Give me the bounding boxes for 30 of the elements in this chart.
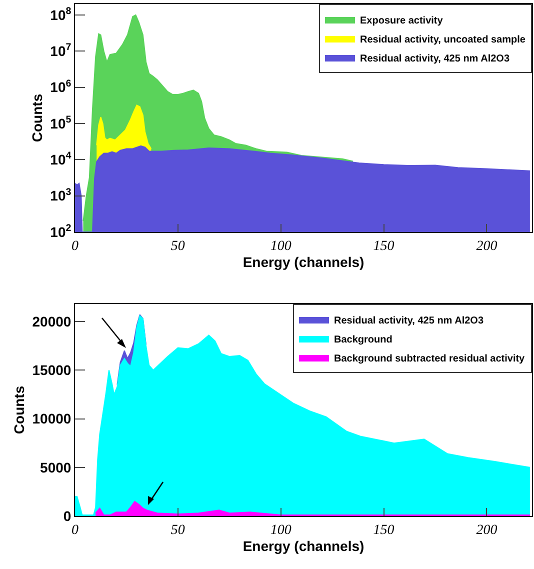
y-tick-label: 0 — [63, 508, 72, 524]
y-tick-label: 10$^{7}$ — [50, 42, 72, 59]
y-axis-title: Counts — [10, 386, 27, 434]
x-tick-label: 50 — [170, 522, 185, 538]
legend-label: Exposure activity — [360, 15, 444, 26]
x-tick-label: 150 — [373, 522, 394, 538]
y-tick-label: 20000 — [32, 313, 72, 330]
x-axis-title: Energy (channels) — [242, 538, 364, 554]
legend-label: Residual activity, uncoated sample — [360, 34, 526, 46]
legend-label: Residual activity, 425 nm Al2O3 — [360, 53, 510, 64]
legend-label: Background — [334, 334, 392, 346]
y-tick-label: 10$^{5}$ — [50, 114, 72, 132]
y-tick-label: 5000 — [40, 459, 72, 476]
y-tick-label: 10$^{8}$ — [50, 6, 72, 23]
y-tick-label: 10$^{2}$ — [50, 223, 72, 240]
y-tick-label: 10$^{4}$ — [50, 150, 72, 168]
x-tick-label: 50 — [170, 238, 185, 254]
y-tick-label: 10$^{6}$ — [50, 78, 72, 96]
legend-label: Background subtracted residual activity — [334, 353, 526, 364]
x-tick-label: 150 — [373, 238, 394, 254]
y-tick-label: 15000 — [32, 362, 72, 378]
x-tick-label: 100 — [270, 238, 292, 254]
x-tick-label: 200 — [476, 238, 498, 254]
x-tick-label: 200 — [476, 522, 498, 538]
x-axis-title: Energy (channels) — [242, 254, 364, 270]
y-tick-label: 10$^{3}$ — [50, 186, 72, 204]
x-tick-label: 100 — [270, 522, 292, 538]
y-tick-label: 10000 — [32, 410, 72, 427]
legend-label: Residual activity, 425 nm Al2O3 — [334, 315, 484, 326]
y-axis-title: Counts — [28, 94, 45, 142]
